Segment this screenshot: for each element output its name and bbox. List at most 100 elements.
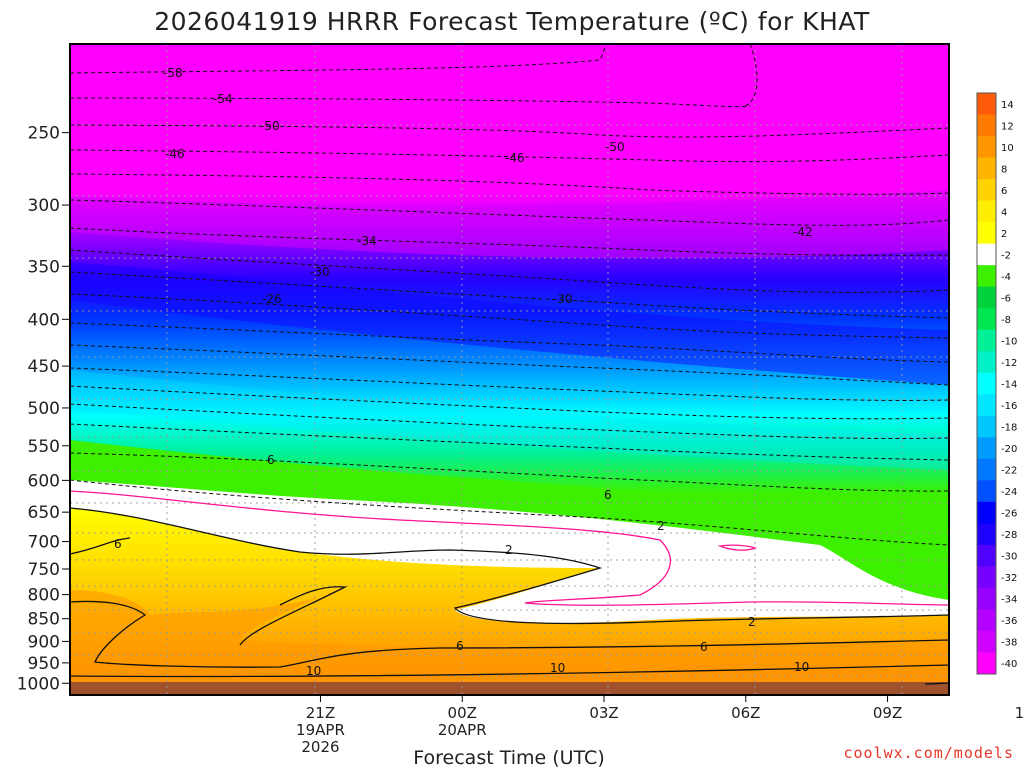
contour-label: -46 — [165, 147, 185, 161]
colorbar-swatch — [977, 587, 996, 610]
colorbar-label: -10 — [1001, 336, 1017, 347]
colorbar-swatch — [977, 179, 996, 202]
x-tick-label: 12Z — [1015, 704, 1024, 722]
y-tick-label: 500 — [28, 399, 60, 419]
contour-label: -42 — [793, 225, 813, 239]
cold-isotherms — [70, 44, 949, 546]
colorbar-label: -20 — [1001, 444, 1017, 455]
y-tick-label: 750 — [28, 560, 60, 580]
contour-label: -30 — [310, 265, 330, 279]
warm-core — [70, 585, 949, 695]
colorbar-swatch — [977, 544, 996, 567]
colorbar-label: 2 — [1001, 229, 1007, 240]
contour-label: -30 — [553, 292, 573, 306]
x-tick-label: 2026 — [301, 738, 339, 756]
colorbar-label: -24 — [1001, 487, 1017, 498]
contour-label: 10 — [550, 661, 565, 675]
contour-label: 6 — [267, 453, 275, 467]
contour-label: -54 — [213, 92, 233, 106]
colorbar-label: -12 — [1001, 358, 1017, 369]
colorbar-swatch — [977, 652, 996, 675]
band-cyan — [70, 370, 949, 470]
contour-label: 2 — [505, 543, 513, 557]
y-tick-label: 350 — [28, 257, 60, 277]
colorbar-swatch — [977, 222, 996, 245]
grid — [70, 44, 949, 695]
colorbar-label: -6 — [1001, 293, 1011, 304]
chart-title: 2026041919 HRRR Forecast Temperature (ºC… — [154, 7, 870, 36]
y-tick-label: 850 — [28, 610, 60, 630]
colorbar-swatch — [977, 286, 996, 309]
colorbar-label: -14 — [1001, 380, 1017, 391]
colorbar-swatch — [977, 630, 996, 653]
colorbar-frame — [976, 92, 997, 675]
colorbar-swatch — [977, 437, 996, 460]
y-tick-label: 1000 — [17, 674, 60, 694]
colorbar-swatch — [977, 415, 996, 438]
x-tick-label: 03Z — [589, 704, 618, 722]
colorbar-label: -40 — [1001, 659, 1017, 670]
colorbar-label: -2 — [1001, 250, 1011, 261]
surface-ground — [70, 682, 949, 695]
colorbar-label: 4 — [1001, 207, 1007, 218]
colorbar-label: 12 — [1001, 121, 1014, 132]
contour-label: 6 — [456, 639, 464, 653]
colorbar-swatch — [977, 200, 996, 223]
y-tick-label: 550 — [28, 437, 60, 457]
plot-area: -58 -54 -50 -46 -50 -46 -42 -34 -30 -26 … — [70, 44, 949, 695]
colorbar-swatch — [977, 372, 996, 395]
warm-contours — [70, 507, 949, 685]
colorbar-label: -38 — [1001, 638, 1017, 649]
colorbar-swatch — [977, 501, 996, 524]
colorbar-swatch — [977, 329, 996, 352]
contour-labels: -58 -54 -50 -46 -50 -46 -42 -34 -30 -26 … — [114, 66, 813, 678]
colorbar-label: -34 — [1001, 595, 1017, 606]
y-tick-label: 800 — [28, 586, 60, 606]
contour-label: 2 — [748, 615, 756, 629]
contour-label: -58 — [163, 66, 183, 80]
colorbar-swatch — [977, 480, 996, 503]
colorbar-swatch — [977, 458, 996, 481]
colorbar-label: -26 — [1001, 509, 1017, 520]
colorbar-swatch — [977, 308, 996, 331]
colorbar-label: -16 — [1001, 401, 1017, 412]
colorbar-swatch — [977, 566, 996, 589]
y-tick-label: 950 — [28, 654, 60, 674]
y-tick-label: 250 — [28, 124, 60, 144]
colorbar-label: -36 — [1001, 616, 1017, 627]
colorbar-label: -30 — [1001, 552, 1017, 563]
colorbar-swatch — [977, 136, 996, 159]
colorbar-label: -8 — [1001, 315, 1011, 326]
y-tick-label: 300 — [28, 196, 60, 216]
contour-label: 10 — [794, 660, 809, 674]
colorbar-swatch — [977, 114, 996, 137]
colorbar-swatch — [977, 351, 996, 374]
credit-link[interactable]: coolwx.com/models — [843, 744, 1014, 762]
x-tick-label: 09Z — [873, 704, 902, 722]
contour-label: -46 — [505, 151, 525, 165]
y-tick-label: 450 — [28, 357, 60, 377]
colorbar-swatch — [977, 265, 996, 288]
x-axis-label: Forecast Time (UTC) — [413, 747, 604, 768]
x-tick-label: 21Z — [306, 704, 335, 722]
colorbar-label: -18 — [1001, 423, 1017, 434]
y-tick-label: 900 — [28, 632, 60, 652]
colorbar-label: 14 — [1001, 100, 1014, 111]
y-tick-label: 600 — [28, 471, 60, 491]
colorbar: 14 12 10 8 6 4 2 -2 -4 -6 -8 -10 -12 -14 -16 -18 -20 -22 -… — [976, 92, 1017, 675]
y-tick-label: 650 — [28, 503, 60, 523]
x-tick-label: 00Z — [448, 704, 477, 722]
colorbar-label: 10 — [1001, 143, 1014, 154]
contour-label: 6 — [604, 488, 612, 502]
contour-label: 6 — [700, 640, 708, 654]
colorbar-swatch — [977, 523, 996, 546]
contour-label: 10 — [306, 664, 321, 678]
y-axis: 2503003504004505005506006507007508008509… — [17, 124, 70, 694]
colorbar-swatch — [977, 609, 996, 632]
x-tick-label: 06Z — [731, 704, 760, 722]
freezing-contour — [70, 490, 949, 606]
y-tick-label: 700 — [28, 533, 60, 553]
colorbar-label: 8 — [1001, 164, 1007, 175]
